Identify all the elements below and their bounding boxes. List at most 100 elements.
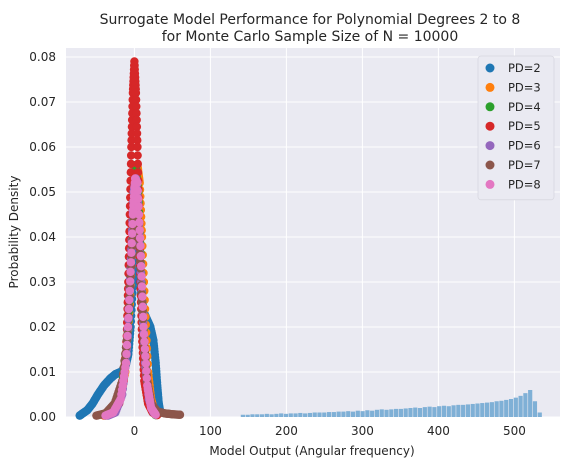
point-PD=8-37 bbox=[127, 238, 136, 248]
histogram-bar-28 bbox=[374, 409, 380, 417]
point-PD=8-39 bbox=[128, 219, 137, 229]
histogram-bar-61 bbox=[532, 401, 538, 417]
legend-label-PD=8: PD=8 bbox=[508, 177, 541, 191]
histogram-bar-40 bbox=[432, 407, 437, 417]
histogram-bar-41 bbox=[437, 406, 442, 417]
chart-title-line-2: for Monte Carlo Sample Size of N = 10000 bbox=[162, 29, 459, 45]
point-PD=8-77 bbox=[141, 359, 151, 368]
y-tick-label-2: 0.02 bbox=[29, 320, 56, 334]
histogram-bar-14 bbox=[307, 412, 313, 417]
histogram bbox=[240, 390, 542, 417]
legend-label-PD=7: PD=7 bbox=[508, 158, 541, 172]
histogram-bar-1 bbox=[245, 414, 250, 417]
histogram-bar-54 bbox=[499, 400, 504, 417]
point-PD=8-24 bbox=[121, 358, 131, 368]
histogram-bar-37 bbox=[417, 408, 423, 417]
legend-label-PD=2: PD=2 bbox=[508, 61, 541, 75]
histogram-bar-52 bbox=[489, 402, 494, 417]
point-PD=8-31 bbox=[125, 295, 134, 305]
histogram-bar-58 bbox=[518, 395, 523, 417]
point-PD=8-33 bbox=[126, 277, 135, 286]
histogram-bar-48 bbox=[470, 403, 475, 417]
histogram-bar-44 bbox=[451, 405, 456, 417]
legend-marker-PD=6 bbox=[485, 141, 495, 151]
histogram-bar-21 bbox=[341, 411, 346, 417]
histogram-bar-36 bbox=[413, 407, 418, 417]
point-PD=8-96 bbox=[151, 410, 160, 419]
histogram-bar-24 bbox=[355, 410, 360, 417]
series-layer bbox=[75, 57, 185, 420]
point-PD=5-54 bbox=[126, 159, 136, 169]
histogram-bar-20 bbox=[336, 411, 341, 417]
histogram-bar-43 bbox=[446, 406, 451, 417]
histogram-bar-0 bbox=[240, 414, 245, 417]
histogram-bar-55 bbox=[504, 399, 509, 417]
point-PD=8-61 bbox=[135, 218, 144, 227]
point-PD=5-83 bbox=[132, 109, 141, 118]
point-PD=8-64 bbox=[136, 241, 145, 251]
point-PD=8-79 bbox=[142, 373, 152, 383]
point-PD=5-90 bbox=[133, 159, 143, 169]
histogram-bar-4 bbox=[259, 414, 265, 417]
legend-marker-PD=8 bbox=[485, 179, 495, 189]
point-PD=8-72 bbox=[139, 322, 148, 332]
point-PD=8-25 bbox=[122, 349, 131, 359]
histogram-bar-35 bbox=[408, 408, 413, 417]
legend: PD=2 PD=3 PD=4 PD=5 PD=6 PD=7 PD=8 bbox=[477, 55, 555, 201]
histogram-bar-34 bbox=[403, 408, 408, 417]
histogram-bar-45 bbox=[456, 404, 461, 417]
point-PD=8-26 bbox=[122, 340, 132, 350]
histogram-bar-53 bbox=[494, 401, 499, 417]
y-tick-label-3: 0.03 bbox=[29, 275, 56, 289]
histogram-bar-27 bbox=[370, 410, 375, 417]
histogram-bar-39 bbox=[427, 406, 432, 417]
x-tick-labels: 0 100 200 300 400 500 bbox=[131, 424, 526, 438]
histogram-bar-60 bbox=[528, 390, 533, 417]
histogram-bar-17 bbox=[322, 412, 327, 417]
point-PD=8-65 bbox=[136, 251, 146, 261]
legend-marker-PD=5 bbox=[485, 121, 495, 131]
histogram-bar-3 bbox=[255, 414, 260, 417]
y-tick-labels: 0.00 0.01 0.02 0.03 0.04 0.05 0.06 0.07 0.08 bbox=[29, 50, 56, 424]
point-PD=8-32 bbox=[125, 286, 135, 296]
legend-label-PD=6: PD=6 bbox=[508, 139, 541, 153]
histogram-bar-42 bbox=[441, 405, 447, 417]
chart-title-line-1: Surrogate Model Performance for Polynomi… bbox=[100, 12, 521, 28]
histogram-bar-22 bbox=[346, 411, 351, 417]
point-PD=8-56 bbox=[133, 178, 142, 188]
point-PD=8-73 bbox=[139, 330, 149, 339]
point-PD=8-29 bbox=[124, 313, 133, 323]
point-PD=8-66 bbox=[137, 262, 146, 271]
histogram-bar-46 bbox=[461, 404, 466, 417]
x-tick-label-1: 100 bbox=[199, 424, 222, 438]
point-PD=8-30 bbox=[124, 304, 134, 314]
point-PD=8-68 bbox=[137, 282, 147, 291]
point-PD=8-34 bbox=[126, 267, 135, 277]
histogram-bar-5 bbox=[264, 413, 269, 417]
histogram-bar-50 bbox=[480, 403, 485, 417]
point-PD=8-58 bbox=[134, 194, 143, 203]
histogram-bar-56 bbox=[508, 399, 514, 417]
y-tick-label-7: 0.07 bbox=[29, 95, 56, 109]
point-PD=5-87 bbox=[133, 136, 142, 145]
histogram-bar-30 bbox=[384, 409, 389, 417]
point-PD=5-86 bbox=[132, 129, 142, 138]
legend-label-PD=4: PD=4 bbox=[508, 100, 541, 114]
histogram-bar-7 bbox=[274, 413, 279, 417]
histogram-bar-2 bbox=[250, 414, 255, 417]
histogram-bar-59 bbox=[523, 393, 528, 417]
point-PD=8-71 bbox=[138, 312, 148, 322]
legend-marker-PD=4 bbox=[485, 102, 495, 112]
histogram-bar-12 bbox=[298, 412, 303, 417]
point-PD=8-67 bbox=[137, 272, 146, 281]
histogram-bar-18 bbox=[326, 412, 332, 417]
point-PD=8-78 bbox=[142, 366, 151, 376]
histogram-bar-38 bbox=[422, 407, 427, 417]
point-PD=8-38 bbox=[127, 229, 137, 238]
legend-marker-PD=7 bbox=[485, 160, 495, 170]
legend-marker-PD=3 bbox=[485, 82, 495, 92]
histogram-bar-19 bbox=[331, 412, 336, 417]
point-PD=5-55 bbox=[126, 151, 136, 160]
legend-label-PD=5: PD=5 bbox=[508, 119, 541, 133]
point-PD=8-60 bbox=[134, 210, 144, 219]
